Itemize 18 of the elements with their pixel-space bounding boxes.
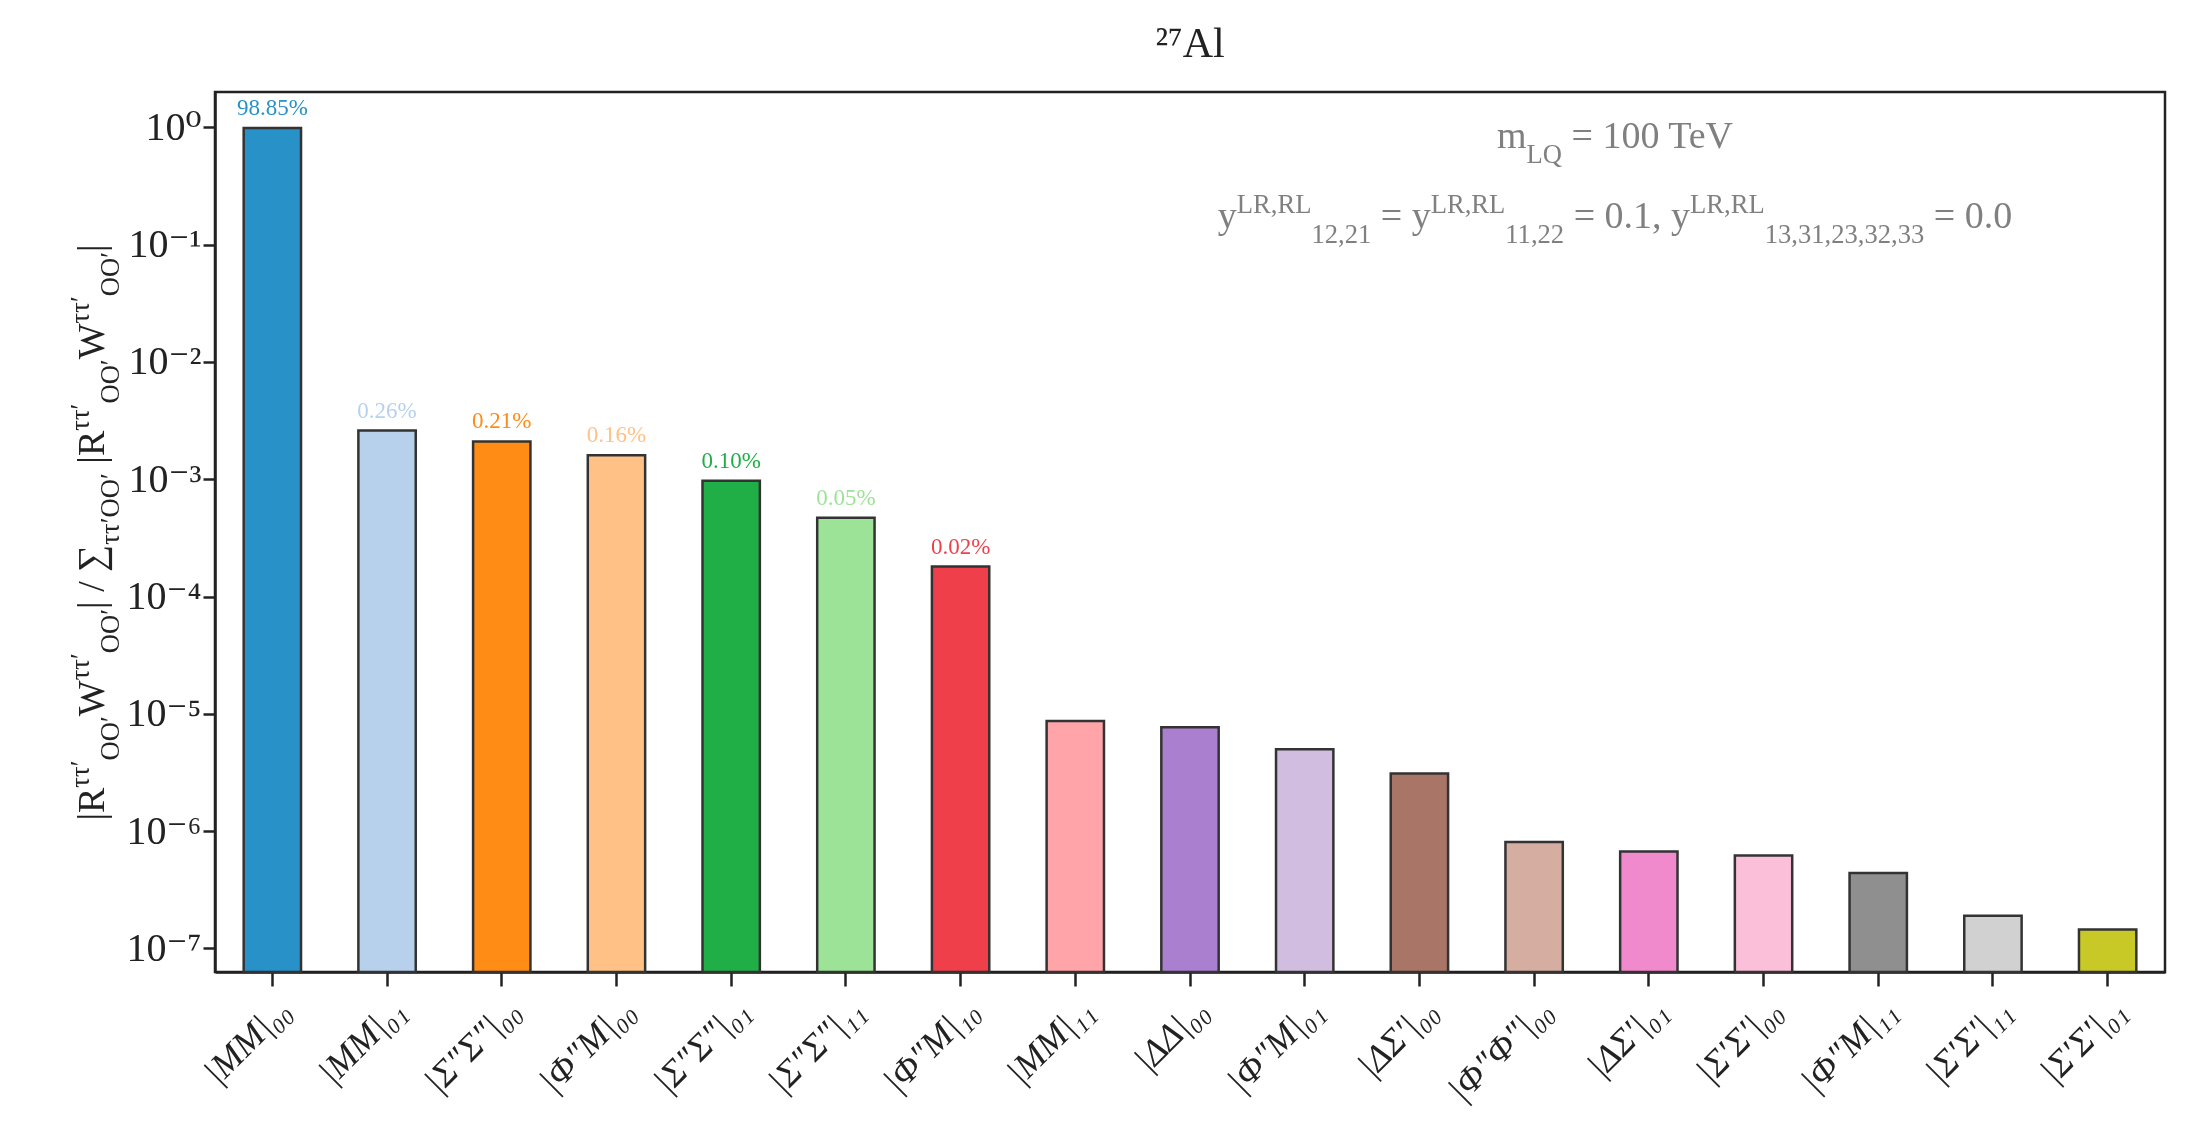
- y-tick-label: 10⁻⁵: [126, 690, 202, 736]
- text: y$^{LR,RL}$$_{12,21}$ = y$^{LR,RL}$$_{11,22}$ = 0.1, y$^{LR,RL}$$_{13,31,23,32,33}$ = 0.0: [1217, 189, 2013, 249]
- chart-title: ²⁷Al: [1155, 20, 1225, 66]
- data-label: 0.26%: [357, 397, 417, 423]
- data-label: 0.21%: [472, 408, 532, 434]
- y-tick-label: 10⁻⁷: [126, 924, 202, 970]
- y-tick-label: 10⁻²: [128, 338, 202, 384]
- y-tick-label: 10⁻¹: [128, 221, 202, 267]
- y-tick-label: 10⁰: [145, 103, 202, 149]
- y-tick-label: 10⁻³: [128, 455, 202, 501]
- data-label: 98.85%: [236, 94, 308, 120]
- y-tick-label: 10⁻⁶: [126, 807, 202, 853]
- y-tick-label: 10⁻⁴: [126, 573, 202, 619]
- data-label: 0.05%: [816, 484, 876, 510]
- data-label: 0.16%: [586, 422, 647, 448]
- annotation: m$_{LQ}$ = 100 TeV: [1496, 114, 1734, 169]
- data-label: 0.10%: [701, 447, 761, 473]
- data-label: 0.02%: [930, 533, 991, 559]
